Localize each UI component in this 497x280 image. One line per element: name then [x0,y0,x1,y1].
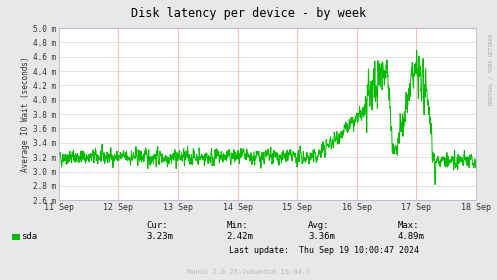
Text: Min:: Min: [226,221,248,230]
Text: Avg:: Avg: [308,221,330,230]
Text: Last update:  Thu Sep 19 10:00:47 2024: Last update: Thu Sep 19 10:00:47 2024 [229,246,418,255]
Text: Disk latency per device - by week: Disk latency per device - by week [131,7,366,20]
Text: sda: sda [21,232,37,241]
Text: 3.36m: 3.36m [308,232,335,241]
Text: 4.89m: 4.89m [398,232,424,241]
Text: Munin 2.0.25-2ubuntu0.16.04.3: Munin 2.0.25-2ubuntu0.16.04.3 [187,269,310,275]
Text: 3.23m: 3.23m [147,232,173,241]
Y-axis label: Average IO Wait (seconds): Average IO Wait (seconds) [21,56,30,172]
Text: 2.42m: 2.42m [226,232,253,241]
Text: Max:: Max: [398,221,419,230]
Text: RRDTOOL / TOBI OETIKER: RRDTOOL / TOBI OETIKER [489,34,494,105]
Text: Cur:: Cur: [147,221,168,230]
